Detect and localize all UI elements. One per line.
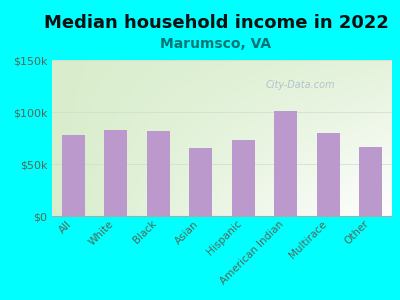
Bar [104, 130, 128, 216]
Text: Median household income in 2022: Median household income in 2022 [44, 14, 388, 32]
Bar [359, 147, 382, 216]
Bar [189, 148, 212, 216]
Bar [146, 131, 170, 216]
Text: Marumsco, VA: Marumsco, VA [160, 38, 272, 52]
Bar [62, 135, 85, 216]
Bar [316, 133, 340, 216]
Bar [274, 111, 298, 216]
Bar [232, 140, 255, 216]
Text: City-Data.com: City-Data.com [265, 80, 335, 90]
